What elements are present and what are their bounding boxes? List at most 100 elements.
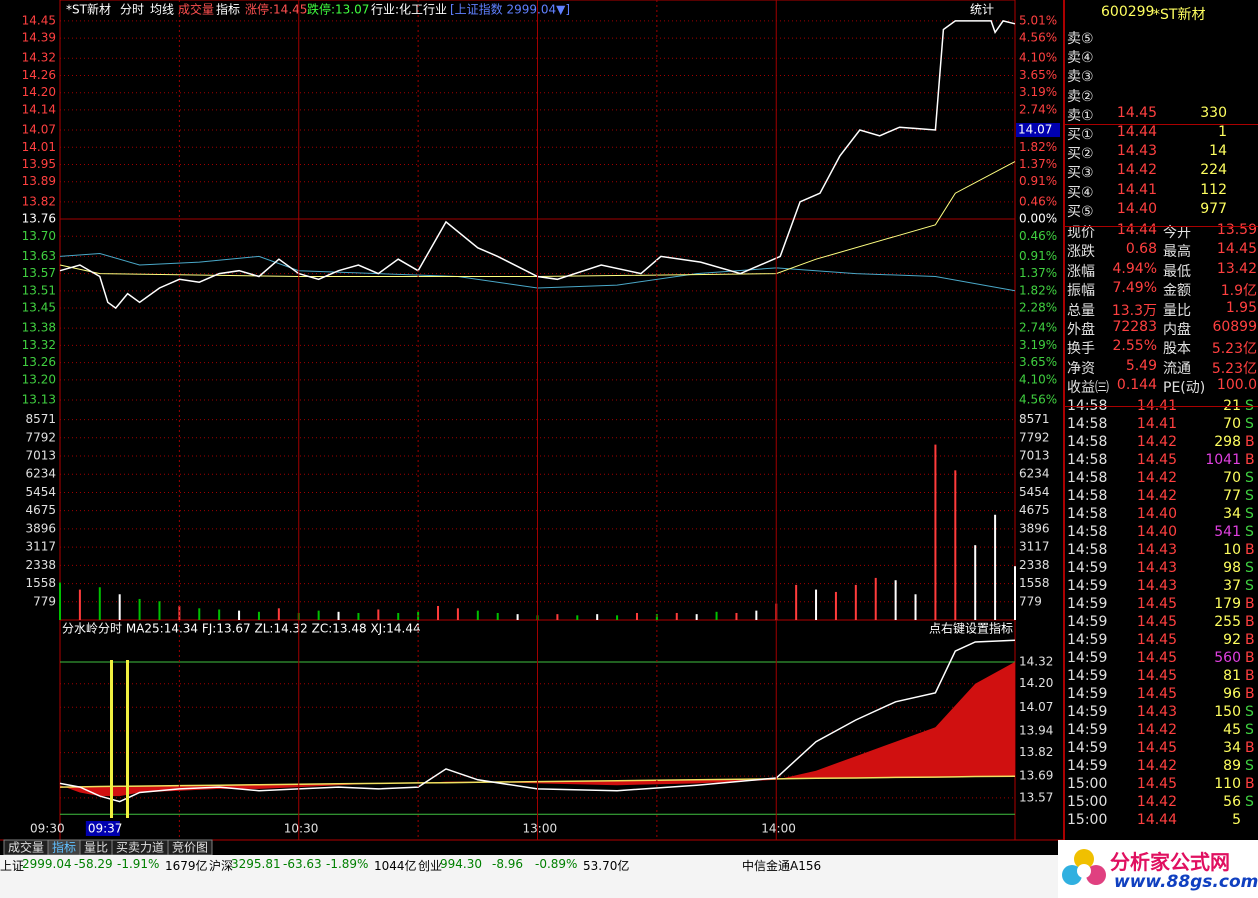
x-tick-label: 13:00	[523, 822, 558, 836]
pct-label: 2.74%	[1019, 102, 1057, 116]
y2-tick-label: 7013	[1019, 448, 1050, 462]
y2-tick-label: 3896	[1019, 521, 1050, 535]
pct-label: 4.10%	[1019, 51, 1057, 65]
volume-bar	[198, 608, 201, 620]
quote-cell: 13.3万	[1111, 302, 1157, 319]
pct-label: 0.00%	[1019, 212, 1057, 226]
quote-cell: 流通	[1163, 360, 1191, 377]
quote-cell: B	[1245, 686, 1255, 702]
indicator-hint: 点右键设置指标	[929, 621, 1013, 636]
volume-bar	[357, 612, 360, 620]
volume-bar	[834, 591, 837, 620]
quote-cell: 现价	[1067, 225, 1095, 241]
y2-tick-label: 4675	[1019, 503, 1050, 517]
tab[interactable]	[167, 839, 213, 855]
quote-cell: 买②	[1067, 146, 1094, 163]
y2-tick-label: 6234	[1019, 467, 1050, 481]
quote-cell: 卖③	[1067, 69, 1094, 86]
quote-cell: 100.0	[1216, 377, 1257, 394]
quote-cell: S	[1245, 560, 1254, 576]
tab-label[interactable]: 量比	[84, 841, 108, 855]
volume-bar	[277, 608, 280, 620]
pct-label: 3.65%	[1019, 355, 1057, 369]
pct-label: 3.65%	[1019, 68, 1057, 82]
quote-cell: 1.9亿	[1220, 283, 1257, 300]
quote-cell: 112	[1200, 181, 1227, 198]
status-item: -63.63	[283, 857, 322, 871]
quote-cell: B	[1245, 596, 1255, 612]
avg-line	[59, 161, 1016, 277]
quote-cell: 14.45	[1136, 632, 1177, 648]
volume-bar	[934, 444, 937, 620]
volume-bar	[675, 612, 678, 620]
volume-bar	[456, 608, 459, 620]
status-item: 上证	[0, 859, 25, 873]
quote-cell: 5.23亿	[1211, 360, 1257, 377]
quote-cell: 298	[1214, 434, 1241, 450]
volume-bar	[894, 580, 897, 620]
pct-label: 3.19%	[1019, 85, 1057, 99]
volume-bar	[556, 614, 559, 620]
quote-cell: 14.42	[1136, 722, 1177, 738]
time-cursor-box	[85, 821, 120, 836]
quote-cell: 14.42	[1136, 470, 1177, 486]
quote-cell: 净资	[1067, 360, 1095, 377]
y-tick-label: 14.14	[22, 102, 56, 116]
y-tick-label: 2338	[25, 558, 56, 572]
quote-cell: 14:58	[1067, 452, 1108, 468]
logo-url: www.88gs.com	[1114, 872, 1258, 892]
base-line	[59, 775, 1016, 788]
y-tick-label: 13.63	[22, 249, 56, 263]
tab-label[interactable]: 买卖力道	[116, 841, 164, 855]
volume-bar	[397, 612, 400, 620]
pct-label: 0.91%	[1019, 174, 1057, 188]
status-item: 1044亿	[374, 859, 417, 873]
quote-cell: 买④	[1067, 184, 1094, 201]
y-tick-label: 13.57	[22, 266, 56, 280]
quote-cell: 13.59	[1216, 222, 1257, 238]
tab-label[interactable]: 竞价图	[172, 841, 208, 855]
quote-cell: 89	[1223, 758, 1241, 774]
volume-bar	[994, 514, 997, 620]
status-item: -8.96	[492, 857, 524, 871]
y-tick-label: 13.89	[22, 174, 56, 188]
quote-cell: 14.40	[1136, 506, 1177, 522]
quote-cell: 外盘	[1067, 322, 1095, 338]
signal-bar	[110, 660, 113, 818]
volume-bar	[874, 577, 877, 620]
time-cursor: 09:37	[88, 822, 123, 836]
y-tick-label: 1558	[25, 576, 56, 590]
volume-bar	[635, 612, 638, 620]
y-tick-label: 14.20	[1019, 676, 1053, 690]
tab-label[interactable]: 指标	[52, 840, 76, 855]
y-tick-label: 7792	[25, 430, 56, 444]
quote-cell: 45	[1223, 722, 1241, 738]
volume-bar	[59, 582, 61, 620]
tab-label[interactable]: 成交量	[8, 840, 44, 855]
quote-cell: 14.45	[1216, 241, 1257, 258]
y-tick-label: 14.01	[22, 140, 56, 154]
quote-cell: 14:59	[1067, 632, 1108, 648]
quote-cell: 涨跌	[1067, 244, 1095, 261]
quote-cell: 1041	[1205, 452, 1241, 468]
quote-cell: S	[1245, 524, 1254, 540]
quote-cell: 70	[1223, 416, 1241, 432]
quote-cell: 14.45	[1136, 614, 1177, 630]
quote-cell: 14.43	[1136, 542, 1177, 558]
quote-cell: 96	[1223, 686, 1241, 702]
y-tick-label: 14.32	[22, 51, 56, 65]
quote-cell: 7.49%	[1112, 280, 1157, 297]
quote-cell: 14.42	[1136, 758, 1177, 774]
quote-cell: 1.95	[1225, 299, 1257, 316]
price-line	[59, 20, 1016, 310]
quote-panel: 600299 *ST新材 卖⑤ 卖④ 卖③ 卖② 卖① 14.45 330 买① 14.44 1 买② 1…	[1063, 0, 1258, 840]
pct-label: 3.19%	[1019, 338, 1057, 352]
quote-cell: 330	[1200, 104, 1227, 121]
quote-cell: 14:59	[1067, 596, 1108, 612]
y-tick-label: 6234	[25, 467, 56, 481]
status-item: -1.89%	[326, 857, 369, 871]
quote-cell: 14	[1209, 143, 1227, 160]
y-tick-label: 14.39	[22, 31, 56, 45]
quote-cell: 14.42	[1136, 794, 1177, 810]
